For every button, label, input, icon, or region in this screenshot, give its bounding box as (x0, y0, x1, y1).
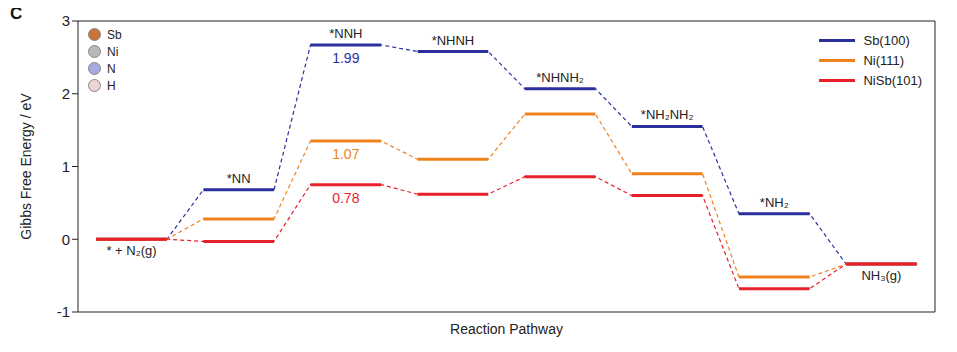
svg-text:-1: -1 (57, 303, 70, 320)
svg-text:*NH₂NH₂: *NH₂NH₂ (641, 107, 694, 122)
svg-text:Reaction Pathway: Reaction Pathway (450, 321, 563, 337)
svg-text:1.07: 1.07 (332, 146, 359, 162)
svg-text:*NNH: *NNH (329, 26, 362, 41)
svg-text:1: 1 (62, 158, 70, 175)
svg-text:*NN: *NN (227, 171, 251, 186)
svg-text:0: 0 (62, 231, 70, 248)
svg-text:0.78: 0.78 (332, 190, 359, 206)
html-text:N: N (107, 61, 116, 76)
html-text:C: C (10, 4, 23, 23)
html-text:Sb(100): Sb(100) (863, 32, 910, 48)
svg-text:3: 3 (62, 12, 70, 29)
svg-text:*NHNH: *NHNH (432, 33, 475, 48)
svg-text:Gibbs Free Energy / eV: Gibbs Free Energy / eV (18, 93, 34, 240)
svg-text:*NHNH₂: *NHNH₂ (536, 70, 584, 85)
svg-text:NH₃(g): NH₃(g) (861, 268, 901, 283)
html-text:Sb: Sb (107, 27, 122, 42)
svg-text:*NH₂: *NH₂ (760, 195, 789, 210)
html-text:Ni(111): Ni(111) (863, 52, 905, 68)
svg-text:* + N₂(g): * + N₂(g) (106, 243, 156, 258)
svg-text:1.99: 1.99 (332, 50, 359, 66)
html-text:H: H (107, 78, 116, 93)
svg-text:2: 2 (62, 85, 70, 102)
html-text:Ni: Ni (107, 44, 119, 59)
html-text:NiSb(101): NiSb(101) (863, 72, 922, 88)
